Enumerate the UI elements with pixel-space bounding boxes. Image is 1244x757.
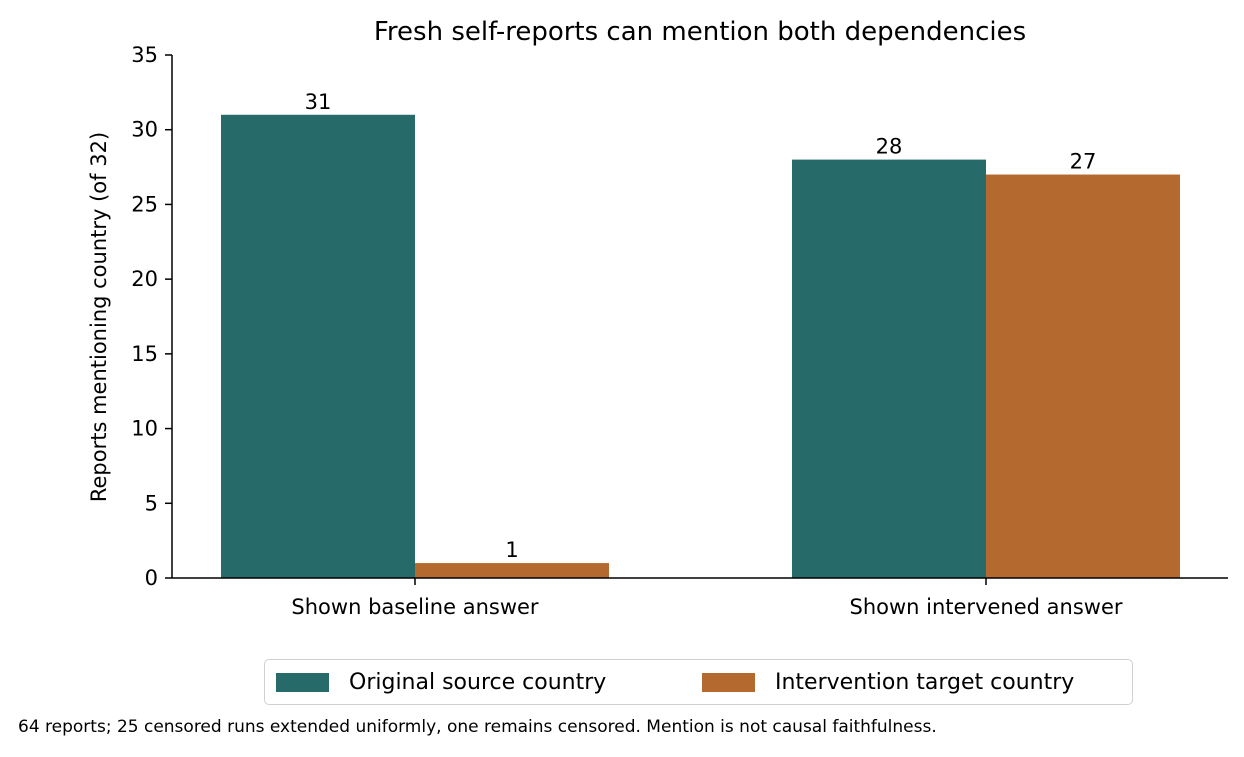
data-label-original-1: 28	[876, 135, 903, 159]
y-tick-label-20: 20	[131, 267, 158, 291]
legend-swatch-original-source	[276, 672, 329, 692]
data-label-intervention-0: 1	[505, 538, 518, 562]
legend-label-intervention-target: Intervention target country	[775, 669, 1075, 695]
y-tick-label-30: 30	[131, 118, 158, 142]
y-tick-label-5: 5	[145, 491, 158, 515]
y-tick-label-35: 35	[131, 43, 158, 67]
footnote: 64 reports; 25 censored runs extended un…	[18, 717, 937, 737]
legend: Original source country Intervention tar…	[264, 659, 1133, 705]
x-tick-label-1: Shown intervened answer	[849, 595, 1122, 619]
y-tick-label-0: 0	[145, 566, 158, 590]
y-tick-label-10: 10	[131, 417, 158, 441]
x-tick-label-0: Shown baseline answer	[291, 595, 538, 619]
y-axis-label: Reports mentioning country (of 32)	[87, 132, 111, 502]
chart-title: Fresh self-reports can mention both depe…	[374, 17, 1026, 47]
legend-item-intervention-target: Intervention target country	[702, 660, 1074, 704]
bar-intervention-0	[415, 563, 609, 578]
data-label-original-0: 31	[305, 90, 332, 114]
data-label-intervention-1: 27	[1070, 150, 1097, 174]
y-tick-label-25: 25	[131, 192, 158, 216]
bar-intervention-1	[986, 174, 1180, 579]
legend-swatch-intervention-target	[702, 672, 755, 692]
bar-original-1	[792, 159, 986, 578]
y-tick-label-15: 15	[131, 342, 158, 366]
legend-label-original-source: Original source country	[349, 669, 607, 695]
bar-original-0	[221, 114, 415, 579]
plot-area: 31 28 1 27 0 5 10 15 20 25 30 35 Shown baseline answ…	[131, 43, 1228, 619]
legend-item-original-source: Original source country	[276, 660, 606, 704]
